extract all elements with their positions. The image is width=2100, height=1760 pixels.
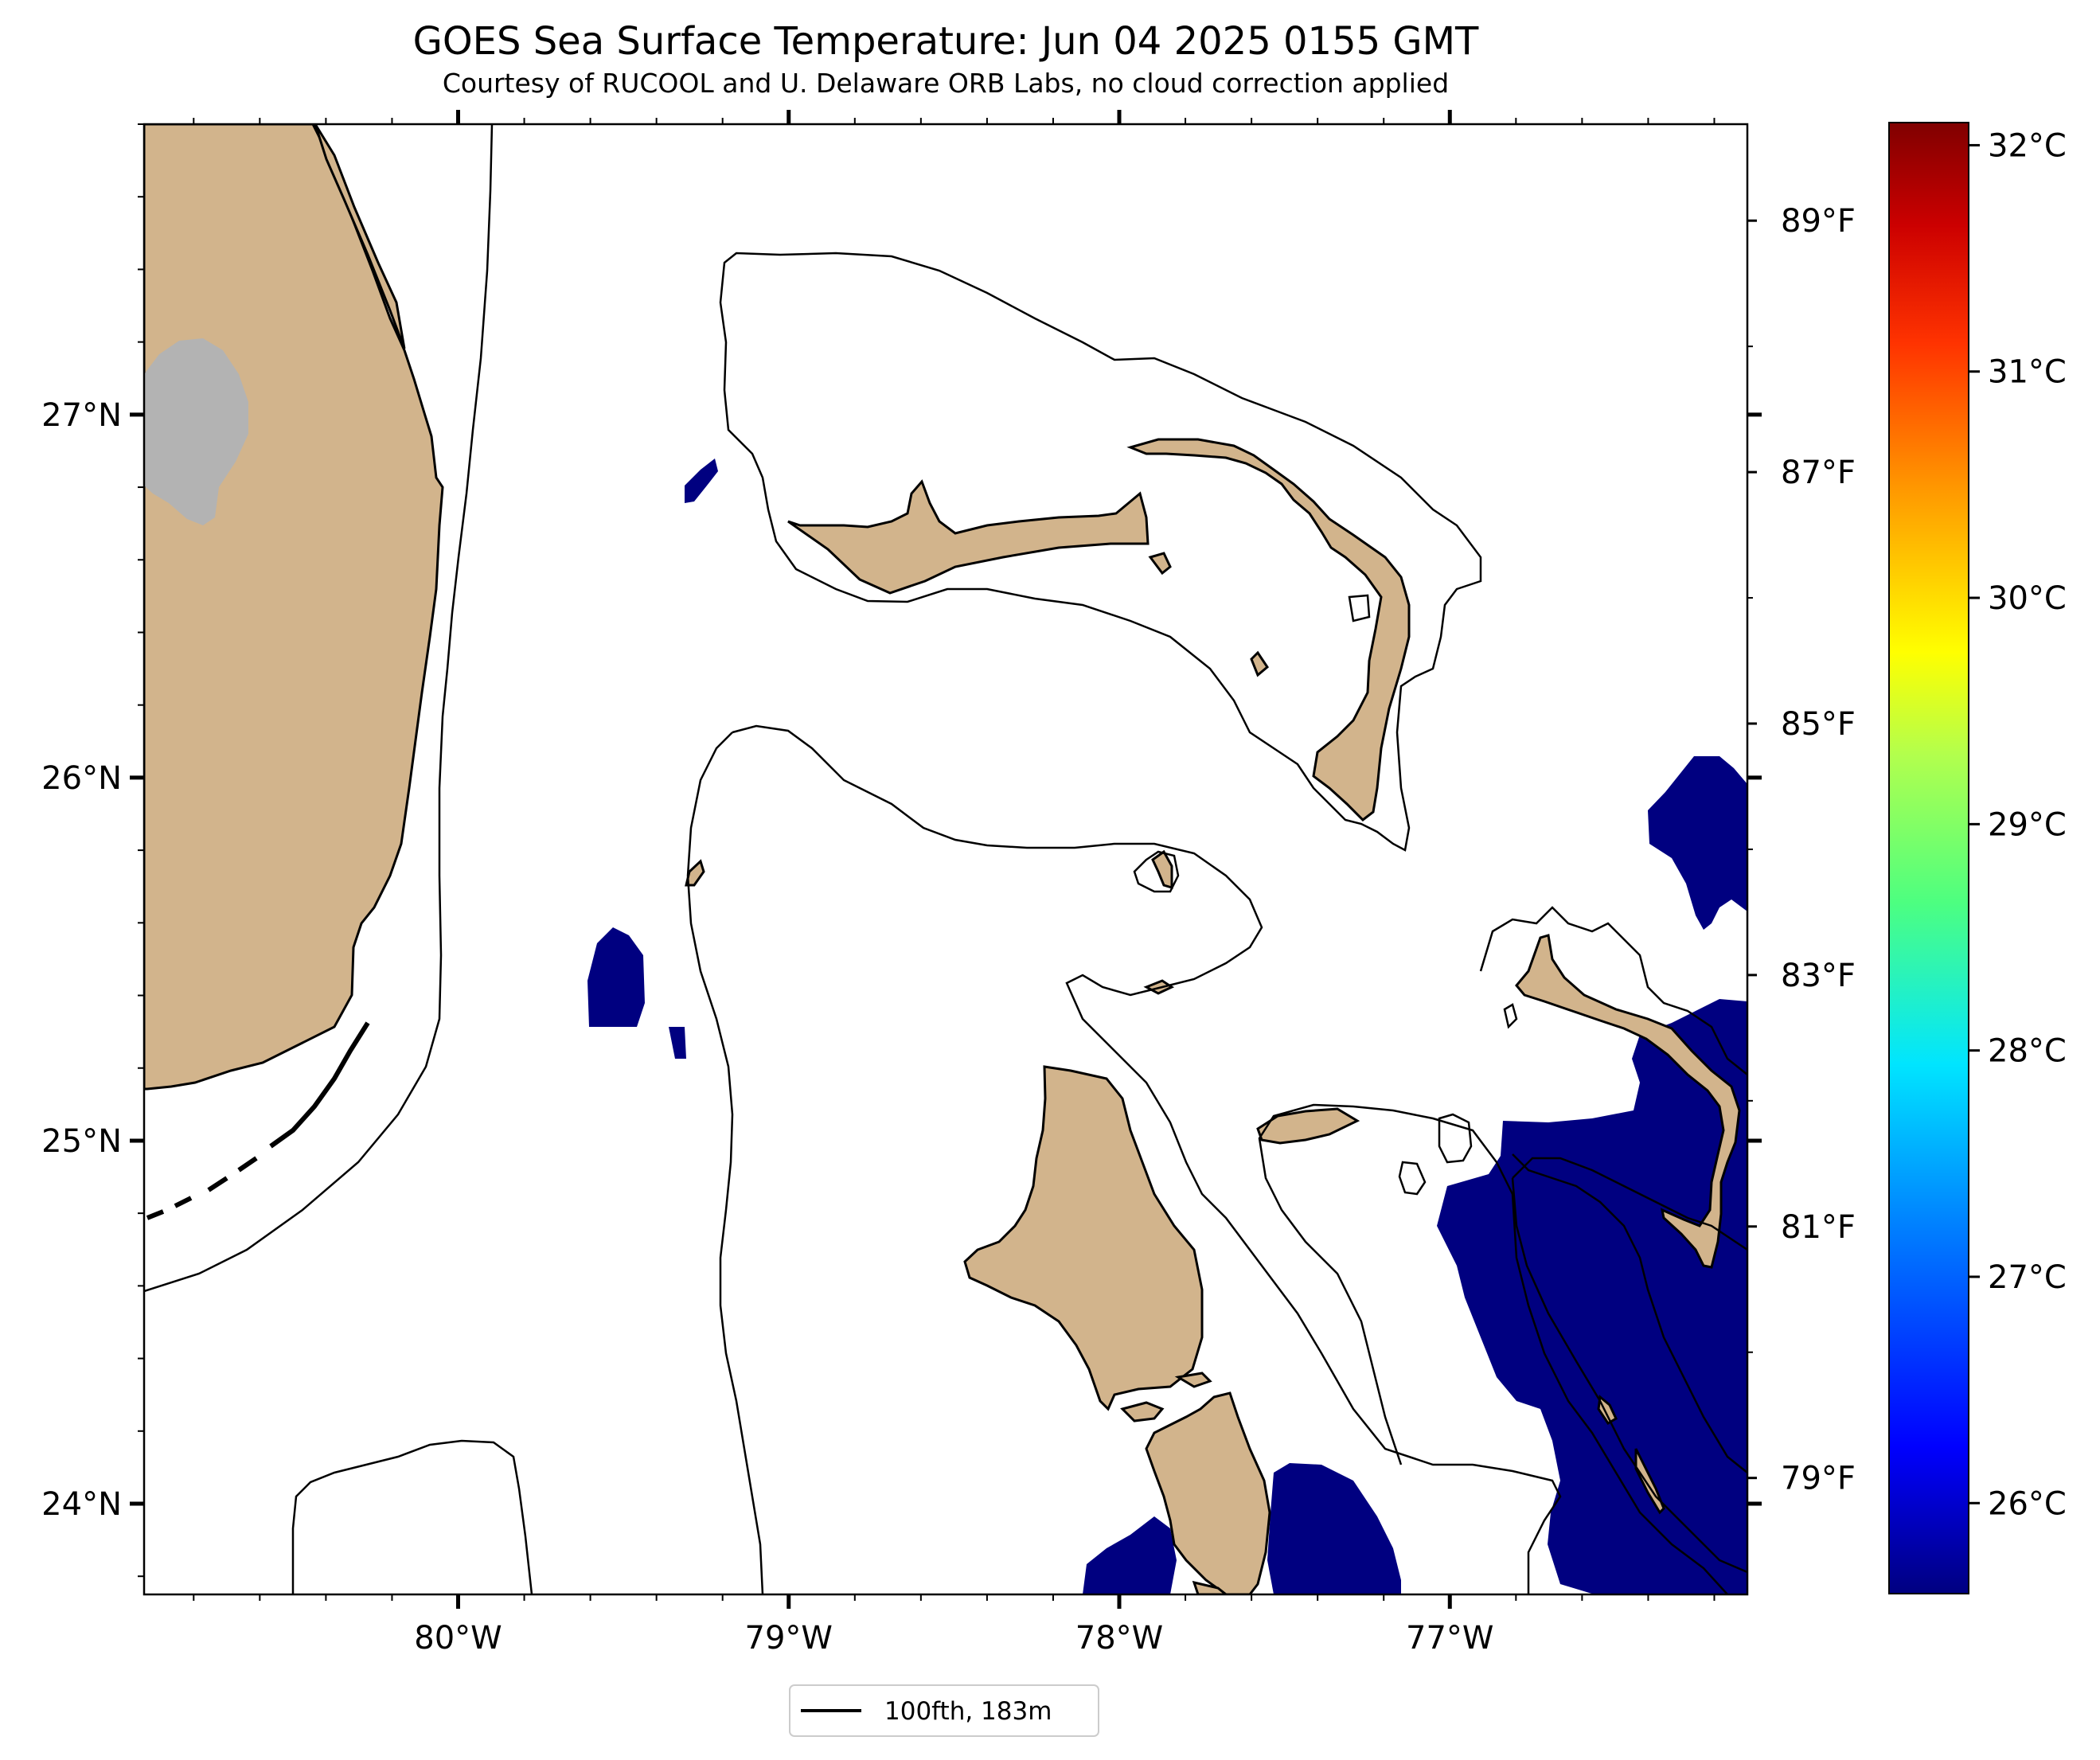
land-abaco-islet — [1250, 650, 1269, 677]
land-grand-bahama — [787, 479, 1150, 595]
sst-patch-channel-south — [1267, 1463, 1401, 1594]
land-andros-islets — [1120, 1372, 1228, 1594]
lon-tick-label: 80°W — [414, 1620, 502, 1657]
celsius-tick-label: 31°C — [1988, 354, 2067, 391]
legend-label: 100fth, 183m — [884, 1697, 1052, 1726]
bathymetry-100fth — [144, 124, 1747, 1594]
bathy-isolated-1 — [1133, 850, 1180, 893]
fahrenheit-tick-label: 87°F — [1781, 455, 1856, 491]
lat-tick-label: 25°N — [41, 1123, 122, 1160]
celsius-tick-label: 30°C — [1988, 580, 2067, 617]
land-andros-south — [1145, 1391, 1271, 1594]
celsius-ticks: 26°C 27°C 28°C 29°C 30°C 31°C 32°C — [1969, 127, 2067, 1522]
land-bimini — [685, 859, 705, 887]
fahrenheit-tick-label: 81°F — [1781, 1209, 1856, 1246]
bathy-tongue-inner — [1511, 1193, 1728, 1594]
land-new-providence — [1256, 1107, 1360, 1145]
fahrenheit-tick-label: 83°F — [1781, 958, 1856, 994]
sst-patch-east-lower — [1437, 999, 1747, 1594]
bathy-cay-sal — [291, 1439, 533, 1594]
fahrenheit-ticks: 79°F 81°F 83°F 85°F 87°F 89°F — [1747, 203, 1856, 1497]
lat-tick-label: 26°N — [41, 760, 122, 797]
celsius-tick-label: 28°C — [1988, 1033, 2067, 1070]
lat-tick-label: 27°N — [41, 397, 122, 434]
sst-patch-channel-southwest — [1083, 1516, 1177, 1594]
bathy-great-bahama-bank — [732, 724, 1562, 1594]
lake-okeechobee — [144, 338, 248, 525]
bathy-isolated-3 — [1398, 1161, 1427, 1196]
land-eleuthera — [1515, 934, 1741, 1269]
fahrenheit-tick-label: 79°F — [1781, 1461, 1856, 1497]
lon-tick-label: 78°W — [1075, 1620, 1163, 1657]
bathy-eleuthera-bank — [1479, 906, 1747, 1075]
colorbar: 26°C 27°C 28°C 29°C 30°C 31°C 32°C — [1888, 122, 2067, 1594]
celsius-tick-label: 29°C — [1988, 806, 2067, 843]
land-andros — [963, 1065, 1204, 1411]
lat-tick-label: 24°N — [41, 1486, 122, 1523]
sst-patch-straits-small — [669, 1027, 686, 1059]
bathy-straits-west — [686, 732, 764, 1594]
legend-box — [789, 1684, 1099, 1737]
celsius-tick-label: 32°C — [1988, 127, 2067, 164]
chart-title: GOES Sea Surface Temperature: Jun 04 202… — [413, 19, 1479, 64]
bathy-florida-shelf — [144, 124, 494, 1293]
map-panel: 80°W 79°W 78°W 77°W 24°N 25°N 26°N 27°N 79°F 81… — [41, 110, 1856, 1657]
sst-patch-east-upper — [1648, 756, 1747, 930]
bathy-grand-bahama-bank — [719, 252, 1482, 852]
sst-patch-straits-mid — [587, 927, 645, 1027]
legend: 100fth, 183m — [789, 1684, 1099, 1737]
fahrenheit-tick-label: 85°F — [1781, 706, 1856, 743]
celsius-tick-label: 27°C — [1988, 1259, 2067, 1296]
land-florida-barrier — [314, 124, 406, 349]
bathy-isolated-2 — [1438, 1113, 1473, 1164]
lon-tick-label: 77°W — [1406, 1620, 1493, 1657]
map-frame — [142, 123, 1749, 1596]
longitude-ticks: 80°W 79°W 78°W 77°W — [193, 110, 1716, 1657]
bathy-tongue-east — [1258, 1103, 1514, 1465]
sst-cold-patches — [587, 459, 1747, 1594]
land-grand-bahama-islet — [1148, 552, 1172, 576]
fahrenheit-tick-label: 89°F — [1781, 203, 1856, 240]
chart-subtitle: Courtesy of RUCOOL and U. Delaware ORB L… — [443, 68, 1449, 99]
colorbar-gradient — [1888, 122, 1969, 1594]
bathy-isolated-5 — [1348, 594, 1371, 622]
bathy-east-inner — [1512, 1153, 1747, 1473]
land-abaco — [1126, 438, 1411, 821]
celsius-tick-label: 26°C — [1988, 1485, 2067, 1522]
sst-patch-north — [685, 459, 718, 503]
lon-tick-label: 79°W — [745, 1620, 833, 1657]
latitude-ticks: 24°N 25°N 26°N 27°N — [41, 123, 1762, 1578]
bathy-isolated-4 — [1503, 1003, 1518, 1029]
bathy-dark-bank — [1512, 1157, 1747, 1251]
bathy-dark-bank-2 — [1511, 1177, 1747, 1574]
land-florida-keys — [146, 1021, 370, 1220]
